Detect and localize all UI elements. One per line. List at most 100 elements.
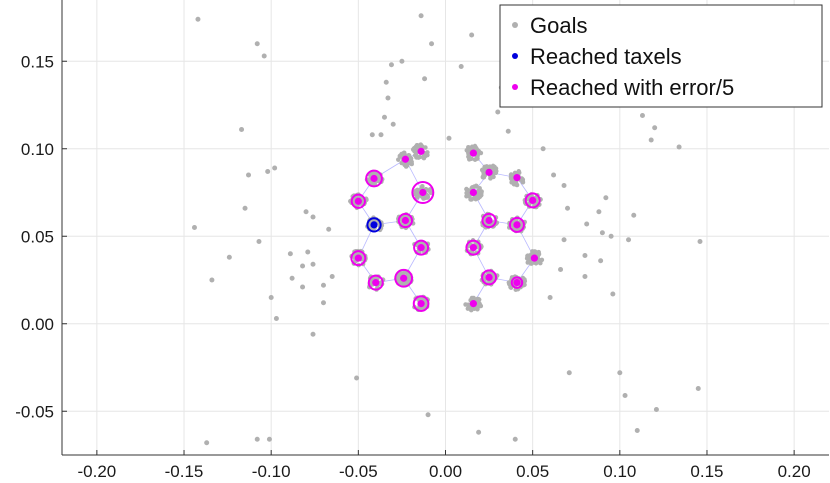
goal-point — [471, 295, 477, 301]
error-circle — [350, 250, 367, 267]
goal-point — [471, 184, 477, 190]
reached-taxel — [417, 147, 425, 155]
error-circle — [481, 269, 498, 286]
goal-point — [254, 41, 260, 47]
goal-point — [493, 168, 499, 174]
goal-point — [266, 436, 272, 442]
goal-point — [209, 277, 215, 283]
goal-point — [254, 436, 260, 442]
goal-point — [676, 144, 682, 150]
reached-taxel — [469, 244, 477, 252]
reached-taxel — [485, 168, 493, 176]
goal-point — [463, 302, 468, 307]
goal-point — [407, 160, 412, 165]
goal-point — [195, 16, 201, 22]
error-circle — [524, 192, 541, 209]
goal-point — [565, 205, 571, 211]
goal-point — [584, 221, 590, 227]
goal-point — [305, 249, 311, 255]
goal-point — [425, 152, 430, 158]
error-circle — [508, 216, 525, 233]
reached-taxel — [469, 188, 477, 197]
legend: Goals Reached taxels Reached with error/5 — [499, 4, 823, 108]
reached-series — [350, 147, 541, 312]
reached-taxel — [401, 216, 410, 225]
goal-point — [626, 237, 632, 243]
error-circle — [367, 274, 384, 291]
goal-point — [320, 282, 326, 288]
reached-taxel — [485, 273, 493, 281]
reached-taxel — [485, 216, 493, 225]
goal-point — [239, 127, 245, 132]
error-circle — [413, 239, 430, 256]
error-circle — [481, 212, 497, 229]
reached-taxel — [370, 174, 378, 183]
x-tick-label: -0.15 — [165, 462, 204, 481]
goal-point — [653, 407, 659, 412]
reached-taxel — [529, 196, 537, 204]
goal-point — [458, 64, 464, 69]
goal-point — [488, 174, 494, 180]
goal-point — [418, 13, 424, 19]
goal-point — [289, 275, 295, 281]
goal-point — [477, 302, 483, 308]
goal-point — [388, 62, 394, 68]
goal-point — [256, 239, 262, 244]
goal-point — [204, 440, 210, 446]
goal-point — [310, 331, 316, 337]
x-tick-label: 0.00 — [429, 462, 462, 481]
reached-taxel — [400, 274, 408, 282]
goal-point — [519, 176, 525, 182]
reached-taxel — [469, 149, 477, 157]
y-tick-label: 0.15 — [21, 52, 54, 71]
goal-point — [329, 274, 335, 279]
goal-point — [427, 189, 433, 194]
y-tick-label: -0.05 — [15, 402, 54, 421]
goal-point — [226, 254, 232, 260]
goal-point — [478, 150, 484, 156]
goal-point — [532, 249, 538, 255]
reached-taxel — [417, 300, 425, 308]
goal-point — [599, 230, 605, 236]
reached-taxel — [354, 254, 362, 262]
goal-point — [464, 193, 469, 199]
goal-point — [408, 156, 414, 161]
goal-point — [652, 125, 658, 131]
reached-taxel — [401, 155, 410, 163]
goal-point — [648, 137, 654, 143]
goal-point — [533, 260, 539, 266]
reached-taxel — [513, 174, 521, 182]
goal-point — [272, 165, 278, 171]
goal-point — [566, 370, 572, 376]
goal-point — [464, 147, 470, 153]
goal-point — [582, 274, 588, 279]
goal-point — [429, 41, 435, 47]
error-circle — [412, 295, 430, 312]
goal-point — [540, 146, 546, 152]
goal-point — [420, 154, 426, 160]
goal-point — [582, 253, 588, 258]
goal-point — [425, 412, 431, 418]
legend-label: Reached taxels — [530, 44, 682, 69]
goal-point — [617, 370, 623, 376]
goal-point — [300, 284, 306, 290]
goal-point — [446, 135, 452, 141]
legend-marker — [512, 84, 518, 90]
goal-point — [326, 226, 332, 232]
reached-taxel — [370, 221, 378, 229]
goal-point — [265, 169, 271, 174]
reached-taxel — [372, 279, 380, 287]
goal-point — [695, 386, 701, 391]
goal-point — [383, 79, 389, 85]
goal-point — [622, 393, 628, 398]
goal-point — [369, 132, 375, 138]
legend-marker — [512, 53, 518, 59]
reached-taxel — [530, 254, 539, 262]
goal-point — [487, 164, 493, 169]
goal-point — [610, 291, 616, 297]
legend-label: Reached with error/5 — [530, 75, 734, 100]
goal-point — [551, 172, 557, 178]
goal-point — [512, 436, 518, 442]
goal-point — [287, 251, 293, 257]
reached-taxel — [513, 221, 521, 229]
